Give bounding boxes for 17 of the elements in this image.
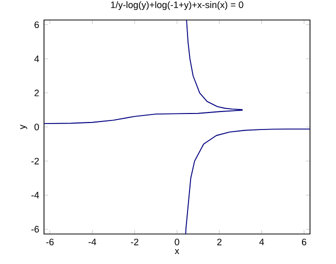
x-axis-title: x bbox=[174, 249, 180, 254]
y-tick-label: 2 bbox=[34, 90, 39, 96]
x-tick-label: -4 bbox=[88, 238, 96, 246]
y-axis-title: y bbox=[20, 124, 28, 130]
x-tick-label: -6 bbox=[46, 238, 54, 246]
y-tick-label: 0 bbox=[34, 124, 39, 130]
x-tick-label: 6 bbox=[302, 238, 306, 246]
y-tick-label: 6 bbox=[34, 21, 39, 28]
x-tick-label: -2 bbox=[130, 238, 138, 246]
chart-title: 1/y-log(y)+log(-1+y)+x-sin(x) = 0 bbox=[111, 1, 244, 10]
y-tick-label: 4 bbox=[34, 56, 40, 62]
y-tick-label: -4 bbox=[31, 192, 40, 198]
y-tick-label: -6 bbox=[31, 226, 39, 233]
x-tick-label: 0 bbox=[174, 238, 180, 246]
y-tick-label: -2 bbox=[31, 158, 39, 164]
x-tick-label: 2 bbox=[217, 238, 222, 246]
x-tick-label: 4 bbox=[259, 238, 264, 246]
